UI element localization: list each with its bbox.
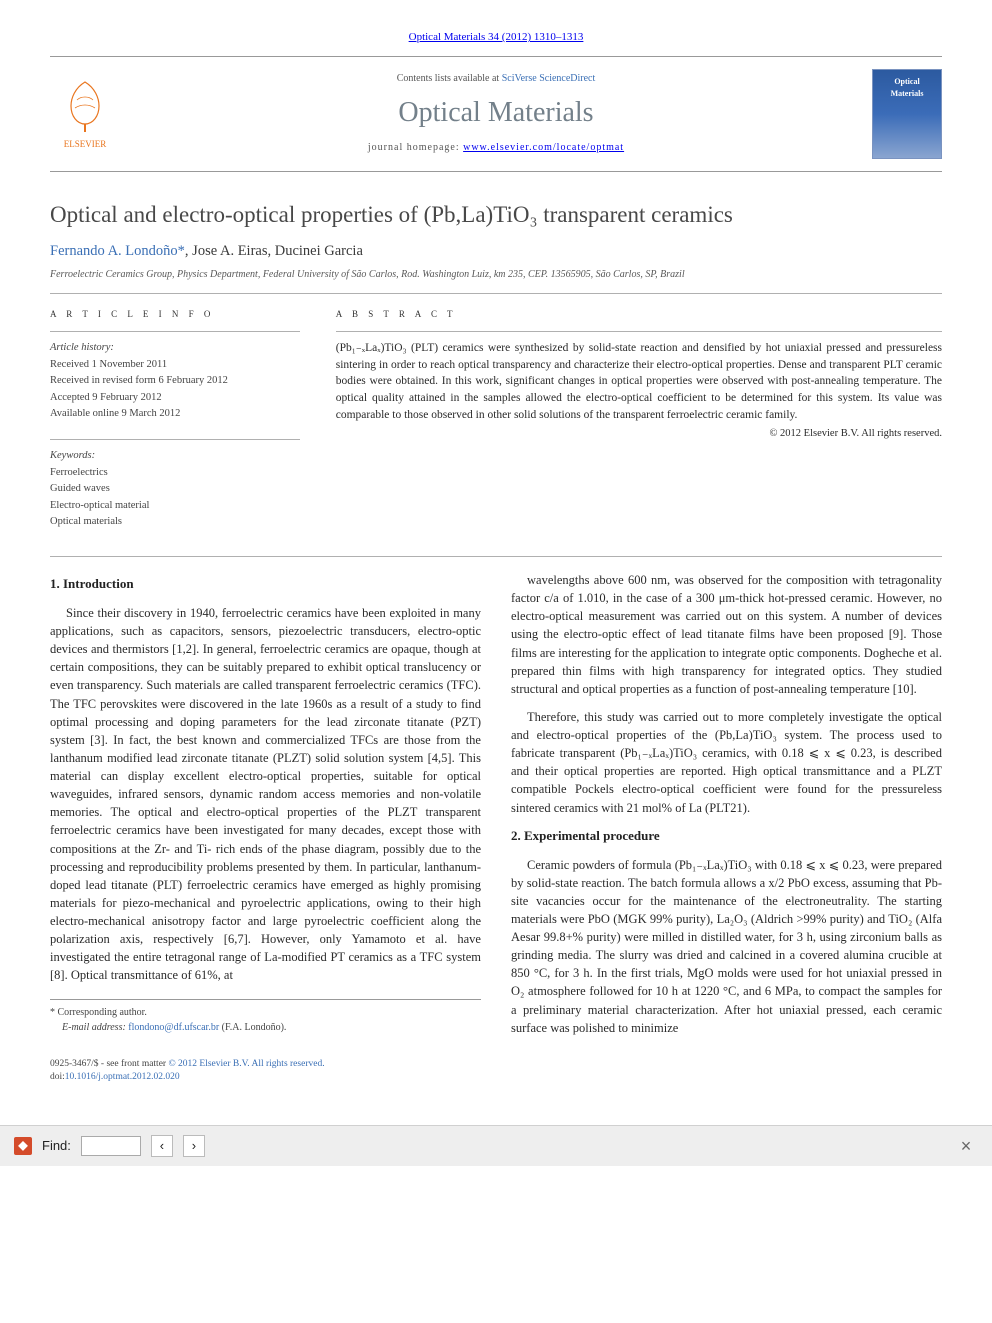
history-line: Accepted 9 February 2012 — [50, 390, 300, 405]
divider — [50, 293, 942, 294]
find-bar: ◆ Find: ‹ › × — [0, 1125, 992, 1166]
elsevier-logo[interactable]: ELSEVIER — [50, 74, 120, 154]
paragraph: wavelengths above 600 nm, was observed f… — [511, 571, 942, 698]
contents-prefix: Contents lists available at — [397, 73, 502, 84]
pdf-icon: ◆ — [14, 1137, 32, 1155]
footnote-marker: * Corresponding author. — [50, 1006, 481, 1021]
journal-header: ELSEVIER Contents lists available at Sci… — [50, 56, 942, 172]
elsevier-tree-icon — [57, 76, 113, 138]
doi-prefix: doi: — [50, 1072, 65, 1082]
author-link-corresponding[interactable]: Fernando A. Londoño — [50, 243, 178, 259]
find-next-button[interactable]: › — [183, 1135, 205, 1157]
journal-title: Optical Materials — [140, 93, 852, 134]
find-close-button[interactable]: × — [954, 1134, 978, 1158]
keywords-head: Keywords: — [50, 448, 300, 463]
paragraph: Therefore, this study was carried out to… — [511, 708, 942, 817]
authors-rest: , Jose A. Eiras, Ducinei Garcia — [185, 243, 363, 259]
footer: 0925-3467/$ - see front matter © 2012 El… — [50, 1058, 942, 1086]
affiliation: Ferroelectric Ceramics Group, Physics De… — [50, 268, 942, 283]
divider — [50, 556, 942, 557]
citation-link[interactable]: Optical Materials 34 (2012) 1310–1313 — [409, 31, 584, 43]
keyword: Guided waves — [50, 481, 300, 496]
contents-line: Contents lists available at SciVerse Sci… — [140, 72, 852, 87]
abstract: A B S T R A C T (Pb₁₋ₓLaₓ)TiO₃ (PLT) cer… — [336, 308, 942, 530]
front-matter-link[interactable]: © 2012 Elsevier B.V. All rights reserved… — [168, 1059, 324, 1069]
sciencedirect-link[interactable]: SciVerse ScienceDirect — [502, 73, 596, 84]
email-link[interactable]: flondono@df.ufscar.br — [128, 1022, 219, 1033]
abstract-copyright: © 2012 Elsevier B.V. All rights reserved… — [336, 426, 942, 441]
abstract-text: (Pb₁₋ₓLaₓ)TiO₃ (PLT) ceramics were synth… — [336, 340, 942, 423]
homepage-link[interactable]: www.elsevier.com/locate/optmat — [463, 142, 624, 153]
info-label: A R T I C L E I N F O — [50, 308, 300, 321]
email-suffix: (F.A. Londoño). — [222, 1022, 287, 1033]
homepage-prefix: journal homepage: — [368, 142, 463, 153]
publisher-name: ELSEVIER — [64, 138, 107, 151]
paragraph: Ceramic powders of formula (Pb₁₋ₓLaₓ)TiO… — [511, 856, 942, 1037]
paragraph: Since their discovery in 1940, ferroelec… — [50, 604, 481, 985]
corresponding-marker[interactable]: * — [178, 243, 185, 259]
meta-abstract-row: A R T I C L E I N F O Article history: R… — [50, 308, 942, 530]
journal-cover[interactable]: Optical Materials — [872, 69, 942, 159]
authors: Fernando A. Londoño*, Jose A. Eiras, Duc… — [50, 241, 942, 262]
keyword: Optical materials — [50, 514, 300, 529]
history-line: Available online 9 March 2012 — [50, 406, 300, 421]
body-columns: 1. Introduction Since their discovery in… — [50, 571, 942, 1042]
doi-link[interactable]: 10.1016/j.optmat.2012.02.020 — [65, 1072, 180, 1082]
find-label: Find: — [42, 1137, 71, 1156]
cover-title: Optical Materials — [877, 76, 937, 99]
section-head: 1. Introduction — [50, 575, 481, 594]
header-center: Contents lists available at SciVerse Sci… — [140, 72, 852, 156]
history-line: Received 1 November 2011 — [50, 357, 300, 372]
article-title: Optical and electro-optical properties o… — [50, 198, 942, 231]
homepage-line: journal homepage: www.elsevier.com/locat… — [140, 141, 852, 156]
history-line: Received in revised form 6 February 2012 — [50, 373, 300, 388]
keyword: Ferroelectrics — [50, 465, 300, 480]
find-prev-button[interactable]: ‹ — [151, 1135, 173, 1157]
page: Optical Materials 34 (2012) 1310–1313 EL… — [0, 0, 992, 1125]
history-head: Article history: — [50, 340, 300, 355]
keyword: Electro-optical material — [50, 498, 300, 513]
email-label: E-mail address: — [62, 1022, 126, 1033]
section-head: 2. Experimental procedure — [511, 827, 942, 846]
find-input[interactable] — [81, 1136, 141, 1156]
article-info: A R T I C L E I N F O Article history: R… — [50, 308, 300, 530]
front-matter-prefix: 0925-3467/$ - see front matter — [50, 1059, 168, 1069]
footnote-block: * Corresponding author. E-mail address: … — [50, 999, 481, 1036]
citation-line: Optical Materials 34 (2012) 1310–1313 — [50, 30, 942, 46]
abstract-label: A B S T R A C T — [336, 308, 942, 321]
